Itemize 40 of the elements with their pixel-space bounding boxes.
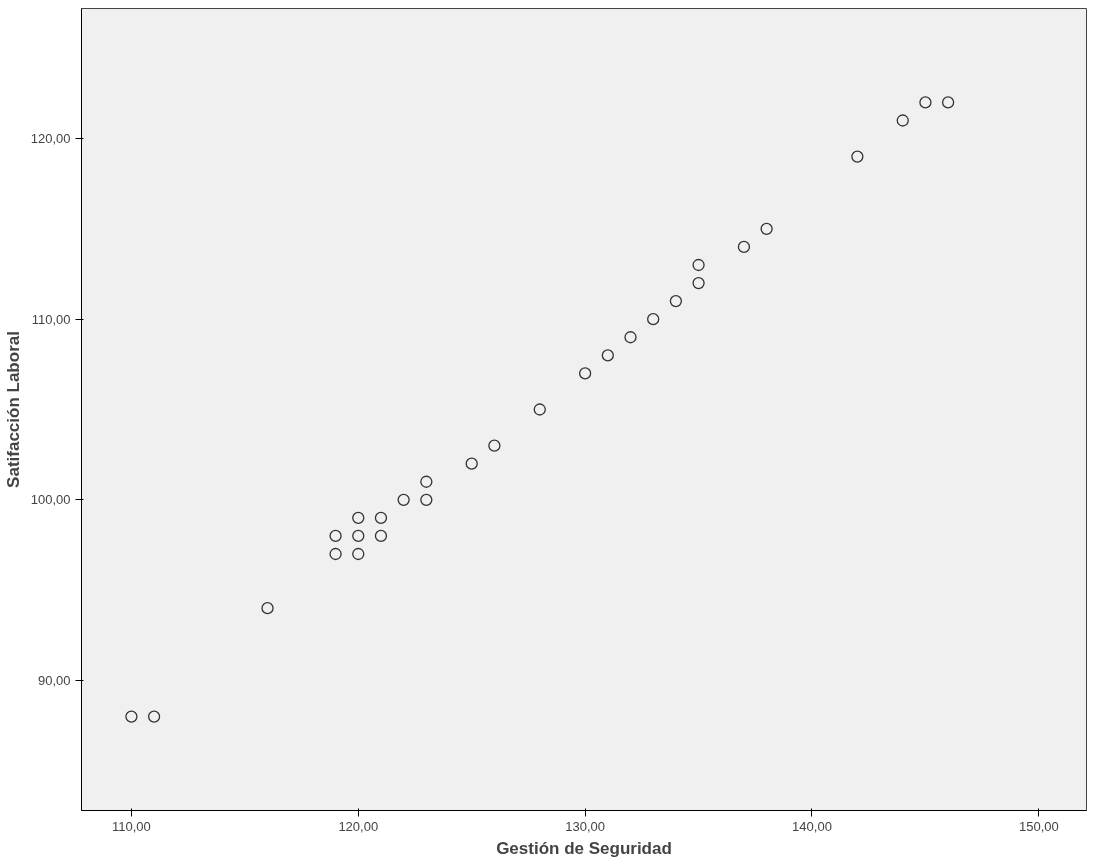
point xyxy=(760,222,773,236)
point xyxy=(352,511,365,525)
point xyxy=(737,240,751,254)
point xyxy=(941,96,955,109)
point xyxy=(420,493,433,506)
y-tick-label: 90,00 xyxy=(37,672,71,688)
point xyxy=(647,313,660,326)
point xyxy=(896,114,909,127)
point xyxy=(420,475,433,488)
x-tick-label: 110,00 xyxy=(112,818,151,834)
point xyxy=(374,529,388,543)
y-tick-label: 110,00 xyxy=(31,311,71,327)
point xyxy=(578,367,592,380)
x-tick-label: 150,00 xyxy=(1018,818,1059,834)
point xyxy=(329,547,342,561)
y-axis-title: Satifacción Laboral xyxy=(3,331,23,488)
point xyxy=(624,331,637,344)
point xyxy=(851,150,864,163)
point xyxy=(261,602,274,615)
point xyxy=(374,511,388,525)
x-tick-label: 130,00 xyxy=(565,818,606,834)
point xyxy=(488,439,501,452)
point xyxy=(125,710,138,723)
point xyxy=(465,457,478,470)
point xyxy=(601,349,614,362)
x-tick-label: 140,00 xyxy=(792,818,832,834)
y-tick-label: 100,00 xyxy=(30,492,71,508)
point xyxy=(669,294,683,308)
x-tick-label: 120,00 xyxy=(338,818,379,834)
point xyxy=(147,710,161,723)
point xyxy=(329,529,342,543)
point xyxy=(692,276,705,290)
point xyxy=(352,529,365,543)
point xyxy=(692,258,705,272)
point xyxy=(397,493,410,506)
point xyxy=(352,547,365,561)
x-axis-title: Gestión de Seguridad xyxy=(496,838,672,858)
point xyxy=(919,96,932,109)
y-tick-label: 120,00 xyxy=(30,131,71,147)
point xyxy=(533,403,546,416)
